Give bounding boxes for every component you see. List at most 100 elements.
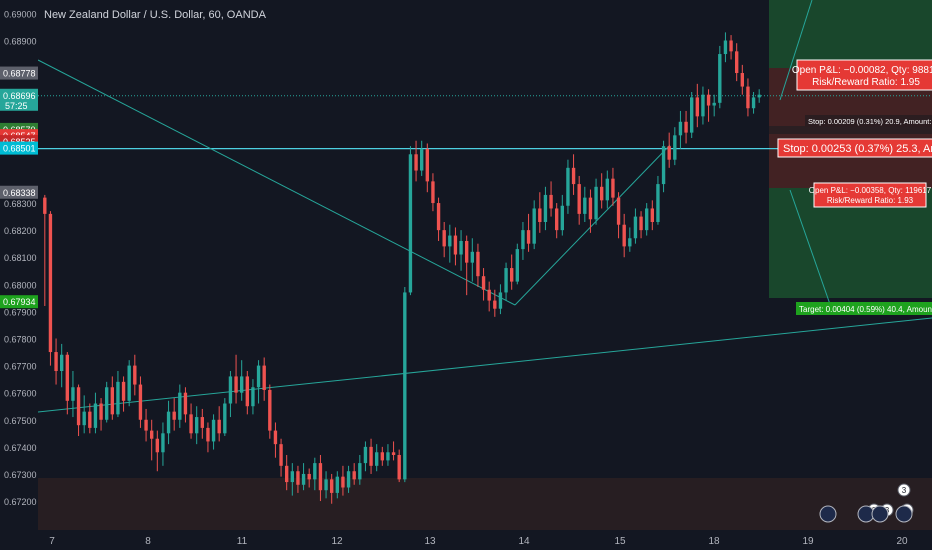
candle: [667, 132, 671, 168]
price-tick-label: 0.68300: [4, 199, 37, 209]
candle: [307, 468, 311, 488]
candle: [54, 338, 58, 385]
candle-body: [735, 51, 739, 74]
candle: [273, 422, 278, 458]
price-label-tag[interactable]: [0, 88, 38, 111]
stop-box-1[interactable]: [805, 115, 932, 127]
candle-body: [82, 411, 86, 426]
flag-icon[interactable]: [819, 505, 837, 523]
candle-body: [583, 197, 587, 214]
candle-body: [127, 365, 131, 401]
candle-body: [307, 473, 311, 480]
candle-body: [493, 300, 497, 309]
candle-body: [740, 73, 744, 87]
candle: [138, 376, 143, 428]
candle-body: [105, 387, 109, 420]
candle: [735, 43, 739, 82]
candle: [538, 192, 542, 233]
flag-icon[interactable]: [895, 505, 913, 523]
position-annotations-layer[interactable]: Open P&L: −0.00082, Qty: 98817 Risk/Rewar…: [777, 59, 932, 523]
candle: [217, 406, 221, 442]
trendline-projection-up[interactable]: [779, 0, 813, 101]
candle: [183, 387, 188, 423]
candle-body: [706, 94, 711, 106]
candle-body: [746, 86, 750, 109]
open-pnl-box-1[interactable]: [796, 59, 932, 91]
time-scale[interactable]: 7 8 11 12 13 14 15 18 19 20: [38, 530, 932, 550]
candle-body: [369, 446, 373, 466]
candle-body: [296, 471, 300, 485]
candle: [386, 444, 390, 466]
candle-body: [76, 387, 81, 426]
candle: [116, 371, 120, 418]
target-label: Target: 0.00404 (0.59%) 40.4, Amount: 14…: [799, 305, 932, 314]
candle: [673, 127, 677, 166]
candle-body: [521, 230, 525, 250]
candle: [172, 398, 176, 431]
candle: [690, 91, 694, 139]
trendline-rising[interactable]: [514, 144, 671, 306]
candle: [200, 408, 204, 439]
candle-body: [616, 197, 621, 225]
candle-body: [245, 376, 249, 407]
candle: [121, 376, 126, 412]
candle: [363, 441, 368, 472]
candle: [459, 230, 463, 271]
trendline-projection-down[interactable]: [789, 189, 833, 311]
candle: [549, 181, 553, 217]
candle-body: [217, 419, 221, 434]
price-scale-panel[interactable]: [0, 0, 38, 530]
support-zone: [38, 478, 932, 530]
candle: [526, 213, 531, 252]
candle: [566, 159, 570, 214]
candle-body: [110, 387, 114, 415]
candle: [448, 224, 452, 263]
candle-body: [543, 194, 548, 223]
candle: [403, 287, 407, 483]
flag-icon[interactable]: [871, 505, 889, 523]
candle: [425, 143, 429, 193]
candle-body: [645, 208, 649, 231]
candle-body: [335, 476, 339, 493]
price-label-text: 0.68778: [3, 69, 36, 79]
trendline-descending[interactable]: [37, 59, 516, 306]
candle: [189, 403, 193, 439]
candle: [150, 419, 154, 461]
candle-body: [363, 446, 368, 464]
candle-body: [228, 376, 233, 404]
candle-body: [150, 430, 154, 439]
candle: [324, 471, 328, 499]
price-label-tag[interactable]: [0, 66, 38, 80]
candle: [481, 268, 486, 301]
price-label-tag[interactable]: [0, 295, 38, 309]
candle-body: [667, 146, 671, 160]
event-badge[interactable]: [897, 483, 911, 497]
candle: [296, 465, 300, 493]
open-pnl-box-2[interactable]: [813, 182, 927, 208]
candle: [391, 441, 396, 461]
price-scale[interactable]: 0.69000 0.68900 0.68300 0.68200 0.68100 0.680…: [0, 9, 38, 507]
candle-body: [459, 240, 463, 255]
candle: [476, 243, 480, 288]
candle: [397, 449, 401, 483]
candle-body: [234, 376, 238, 393]
time-scale-panel[interactable]: [38, 530, 932, 550]
candle: [645, 203, 649, 236]
candle: [487, 281, 491, 312]
candle: [234, 354, 238, 404]
candle-body: [723, 40, 728, 55]
candle-body: [622, 224, 626, 247]
price-label-text: 0.68501: [3, 144, 36, 154]
candle-body: [757, 94, 761, 98]
price-tick-label: 0.67600: [4, 389, 37, 399]
price-label-tag[interactable]: [0, 185, 38, 199]
candle: [223, 398, 227, 437]
price-label-tag[interactable]: [0, 141, 38, 155]
target-box[interactable]: [796, 302, 932, 315]
stop-box-2[interactable]: [777, 138, 932, 158]
risk-reward-label-2: Risk/Reward Ratio: 1.93: [827, 196, 914, 205]
open-pnl-label-1: Open P&L: −0.00082, Qty: 98817: [792, 65, 932, 76]
candle: [431, 173, 435, 212]
candle: [161, 422, 165, 466]
